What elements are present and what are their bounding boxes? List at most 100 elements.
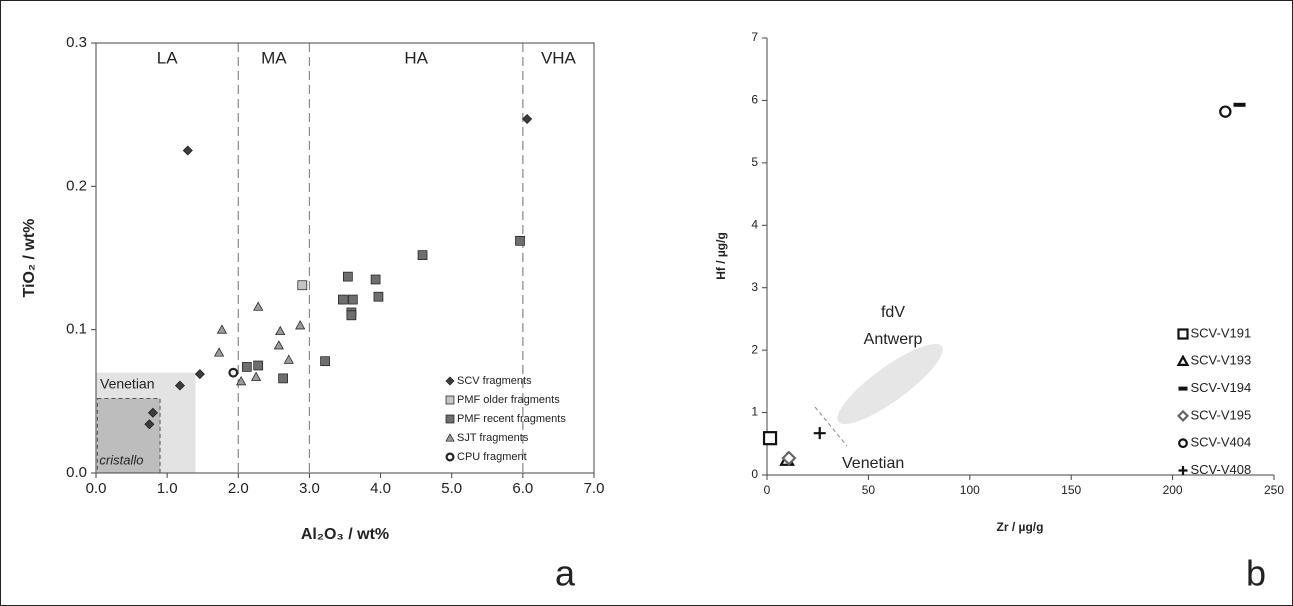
square-marker: [347, 294, 358, 305]
annotation: Venetian: [842, 455, 904, 472]
square-marker: [370, 274, 381, 285]
circle-marker: [228, 367, 239, 378]
x-tick-label: 200: [1163, 483, 1183, 497]
zone-label: LA: [157, 48, 178, 67]
y-tick-label: 0.2: [66, 177, 87, 194]
x-tick-label: 0.0: [86, 480, 107, 497]
diamond-marker: [147, 407, 158, 418]
x-tick-label: 150: [1061, 483, 1081, 497]
plus-marker: [813, 427, 826, 440]
triangle-marker: [216, 324, 228, 334]
legend-marker: [1176, 354, 1190, 366]
legend-label: SCV-V194: [1191, 380, 1252, 395]
legend-marker: [1176, 409, 1190, 422]
legend-label: SCV-V195: [1191, 407, 1252, 422]
y-tick-label: 0: [751, 467, 758, 481]
plot-frame: [95, 42, 595, 474]
triangle-marker: [275, 325, 286, 336]
x-tick-label: 2.0: [228, 480, 249, 497]
legend-marker: [445, 433, 455, 442]
triangle-marker: [250, 371, 262, 381]
square-marker: [515, 235, 525, 246]
y-axis-title: Hf / µg/g: [714, 232, 728, 280]
y-tick-label: 4: [751, 217, 758, 231]
divider-line: [814, 406, 848, 447]
y-tick-label: 0.3: [66, 34, 87, 51]
square-marker: [373, 291, 384, 302]
diamond-marker: [174, 380, 185, 391]
fdv-ellipse: [837, 343, 943, 425]
triangle-marker: [253, 301, 264, 311]
y-tick-label: 5: [751, 155, 758, 169]
annotation: Antwerp: [864, 331, 923, 348]
triangle-marker: [213, 347, 225, 357]
diamond-marker: [182, 145, 193, 156]
region-label: Venetian: [100, 375, 155, 391]
square-marker: [762, 431, 778, 446]
x-tick-label: 3.0: [299, 480, 320, 497]
legend-label: SCV-V193: [1191, 353, 1252, 368]
y-tick-label: 1: [751, 405, 758, 419]
legend-marker: [445, 414, 455, 424]
region-label: cristallo: [99, 452, 143, 467]
x-tick-label: 50: [862, 483, 876, 497]
legend-label: SCV-V191: [1191, 325, 1252, 340]
zone-label: MA: [261, 48, 287, 67]
x-tick-label: 7.0: [584, 480, 605, 497]
x-tick-label: 5.0: [441, 480, 462, 497]
triangle-marker: [273, 340, 284, 350]
legend-label: SCV fragments: [457, 375, 532, 387]
annotation: fdV: [881, 304, 905, 321]
square-marker: [278, 373, 288, 384]
x-tick-label: 100: [960, 483, 980, 497]
legend-label: PMF older fragments: [457, 394, 560, 406]
legend-label: SJT fragments: [457, 432, 529, 444]
square-marker: [342, 271, 353, 282]
panel-letter: b: [1246, 553, 1266, 594]
square-marker: [338, 294, 348, 305]
diamond-marker: [522, 113, 533, 124]
diamond-marker: [194, 369, 205, 380]
x-tick-label: 0: [764, 483, 771, 497]
x-axis-title: Zr / µg/g: [997, 520, 1044, 534]
legend-marker: [1178, 466, 1188, 475]
square-marker: [241, 362, 252, 372]
legend-label: SCV-V404: [1191, 435, 1252, 450]
y-tick-label: 0.1: [66, 321, 87, 338]
square-marker: [320, 356, 330, 367]
y-tick-label: 2: [751, 342, 758, 356]
triangle-marker: [295, 320, 306, 330]
square-marker: [253, 360, 264, 371]
legend-marker: [445, 395, 455, 405]
diamond-marker: [781, 450, 797, 466]
diamond-marker: [144, 419, 155, 430]
x-tick-label: 4.0: [370, 480, 391, 497]
legend-marker: [445, 452, 455, 462]
panel-letter: a: [555, 553, 576, 594]
legend-label: SCV-V408: [1191, 462, 1252, 477]
legend-marker: [1178, 438, 1188, 449]
region: [96, 397, 161, 474]
triangle-marker: [283, 354, 294, 364]
legend-label: CPU fragment: [457, 451, 527, 463]
x-axis-title: Al₂O₃ / wt%: [301, 526, 389, 543]
dash-marker: [1233, 102, 1246, 107]
x-tick-label: 1.0: [157, 480, 178, 497]
y-tick-label: 7: [751, 30, 758, 44]
y-tick-label: 6: [751, 93, 758, 107]
triangle-marker: [236, 376, 247, 386]
zone-label: VHA: [541, 48, 577, 67]
circle-marker: [1219, 105, 1232, 118]
legend-marker: [1178, 386, 1188, 391]
x-tick-label: 250: [1264, 483, 1284, 497]
legend-marker: [445, 376, 455, 386]
square-marker: [297, 280, 308, 291]
y-tick-label: 3: [751, 280, 758, 294]
zone-label: HA: [404, 48, 428, 67]
square-marker: [346, 310, 357, 321]
square-marker: [417, 250, 428, 260]
legend-label: PMF recent fragments: [457, 413, 566, 425]
y-axis-title: TiO₂ / wt%: [21, 219, 38, 298]
